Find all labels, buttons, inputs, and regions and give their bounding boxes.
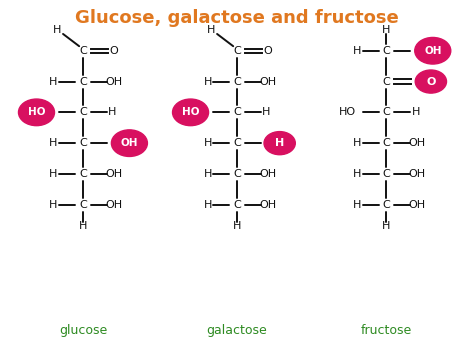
Text: C: C bbox=[383, 77, 390, 86]
Circle shape bbox=[264, 132, 295, 155]
Text: H: H bbox=[262, 107, 271, 117]
Text: H: H bbox=[108, 107, 117, 117]
Text: H: H bbox=[353, 200, 361, 210]
Text: fructose: fructose bbox=[361, 324, 412, 337]
Text: H: H bbox=[53, 25, 62, 35]
Circle shape bbox=[111, 130, 147, 156]
Text: HO: HO bbox=[338, 107, 356, 117]
Text: C: C bbox=[79, 77, 87, 86]
Text: H: H bbox=[207, 25, 216, 35]
Text: H: H bbox=[203, 77, 212, 86]
Text: O: O bbox=[109, 46, 118, 56]
Text: galactose: galactose bbox=[207, 324, 267, 337]
Text: OH: OH bbox=[259, 169, 276, 179]
Text: C: C bbox=[233, 77, 241, 86]
Text: C: C bbox=[79, 46, 87, 56]
Text: C: C bbox=[79, 138, 87, 148]
Text: H: H bbox=[49, 77, 58, 86]
Text: glucose: glucose bbox=[59, 324, 107, 337]
Text: C: C bbox=[79, 169, 87, 179]
Text: H: H bbox=[382, 25, 391, 35]
Text: H: H bbox=[353, 46, 361, 56]
Circle shape bbox=[415, 70, 447, 93]
Text: H: H bbox=[49, 169, 58, 179]
Text: OH: OH bbox=[105, 200, 122, 210]
Text: C: C bbox=[233, 200, 241, 210]
Text: H: H bbox=[49, 200, 58, 210]
Text: H: H bbox=[353, 169, 361, 179]
Text: HO: HO bbox=[182, 107, 199, 117]
Text: H: H bbox=[79, 221, 87, 231]
Text: C: C bbox=[233, 46, 241, 56]
Circle shape bbox=[18, 99, 55, 126]
Text: C: C bbox=[383, 138, 390, 148]
Text: C: C bbox=[383, 169, 390, 179]
Text: C: C bbox=[233, 107, 241, 117]
Text: C: C bbox=[383, 107, 390, 117]
Text: C: C bbox=[383, 200, 390, 210]
Text: H: H bbox=[203, 200, 212, 210]
Text: C: C bbox=[233, 169, 241, 179]
Text: H: H bbox=[49, 138, 58, 148]
Text: O: O bbox=[426, 77, 436, 86]
Text: H: H bbox=[411, 107, 420, 117]
Text: H: H bbox=[275, 138, 284, 148]
Text: OH: OH bbox=[121, 138, 138, 148]
Text: H: H bbox=[203, 138, 212, 148]
Text: OH: OH bbox=[259, 77, 276, 86]
Text: OH: OH bbox=[105, 77, 122, 86]
Text: C: C bbox=[383, 46, 390, 56]
Text: Glucose, galactose and fructose: Glucose, galactose and fructose bbox=[75, 9, 399, 27]
Circle shape bbox=[173, 99, 209, 126]
Text: OH: OH bbox=[105, 169, 122, 179]
Text: H: H bbox=[382, 221, 391, 231]
Text: H: H bbox=[233, 221, 241, 231]
Text: OH: OH bbox=[409, 169, 426, 179]
Text: H: H bbox=[203, 169, 212, 179]
Text: C: C bbox=[79, 200, 87, 210]
Text: OH: OH bbox=[409, 138, 426, 148]
Text: OH: OH bbox=[424, 46, 441, 56]
Text: C: C bbox=[233, 138, 241, 148]
Text: OH: OH bbox=[259, 200, 276, 210]
Text: HO: HO bbox=[28, 107, 45, 117]
Text: H: H bbox=[353, 138, 361, 148]
Text: C: C bbox=[79, 107, 87, 117]
Text: OH: OH bbox=[409, 200, 426, 210]
Circle shape bbox=[415, 37, 451, 64]
Text: O: O bbox=[264, 46, 272, 56]
